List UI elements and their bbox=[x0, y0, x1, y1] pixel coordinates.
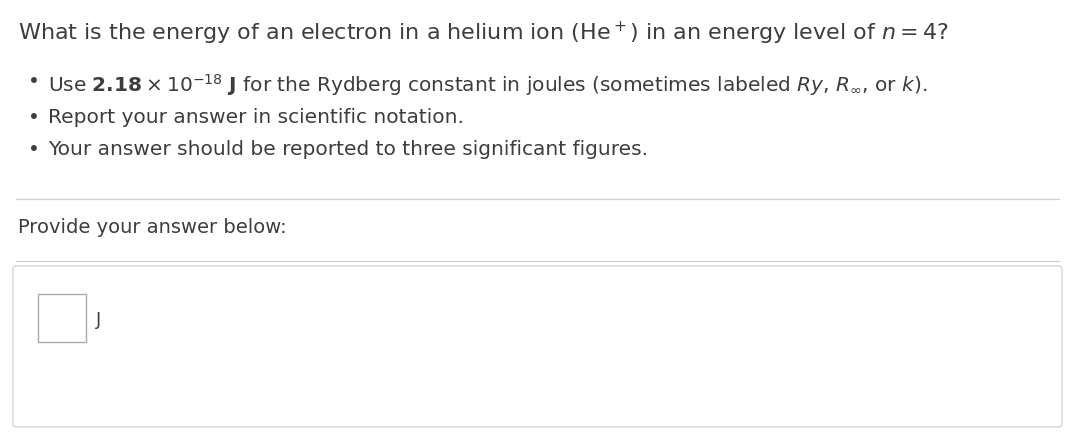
Text: What is the energy of an electron in a helium ion $(\mathrm{He}^+)$ in an energy: What is the energy of an electron in a h… bbox=[18, 20, 949, 47]
Text: Use $\mathbf{2.18} \times 10^{-18}$ $\mathbf{J}$ for the Rydberg constant in jou: Use $\mathbf{2.18} \times 10^{-18}$ $\ma… bbox=[48, 72, 928, 98]
Text: J: J bbox=[96, 310, 101, 328]
Bar bbox=[38, 294, 86, 342]
Text: Report your answer in scientific notation.: Report your answer in scientific notatio… bbox=[48, 108, 464, 127]
Text: •: • bbox=[28, 72, 40, 91]
Text: •: • bbox=[28, 140, 40, 159]
FancyBboxPatch shape bbox=[13, 266, 1062, 427]
Text: •: • bbox=[28, 108, 40, 127]
Text: Provide your answer below:: Provide your answer below: bbox=[18, 218, 287, 237]
Text: Your answer should be reported to three significant figures.: Your answer should be reported to three … bbox=[48, 140, 648, 159]
